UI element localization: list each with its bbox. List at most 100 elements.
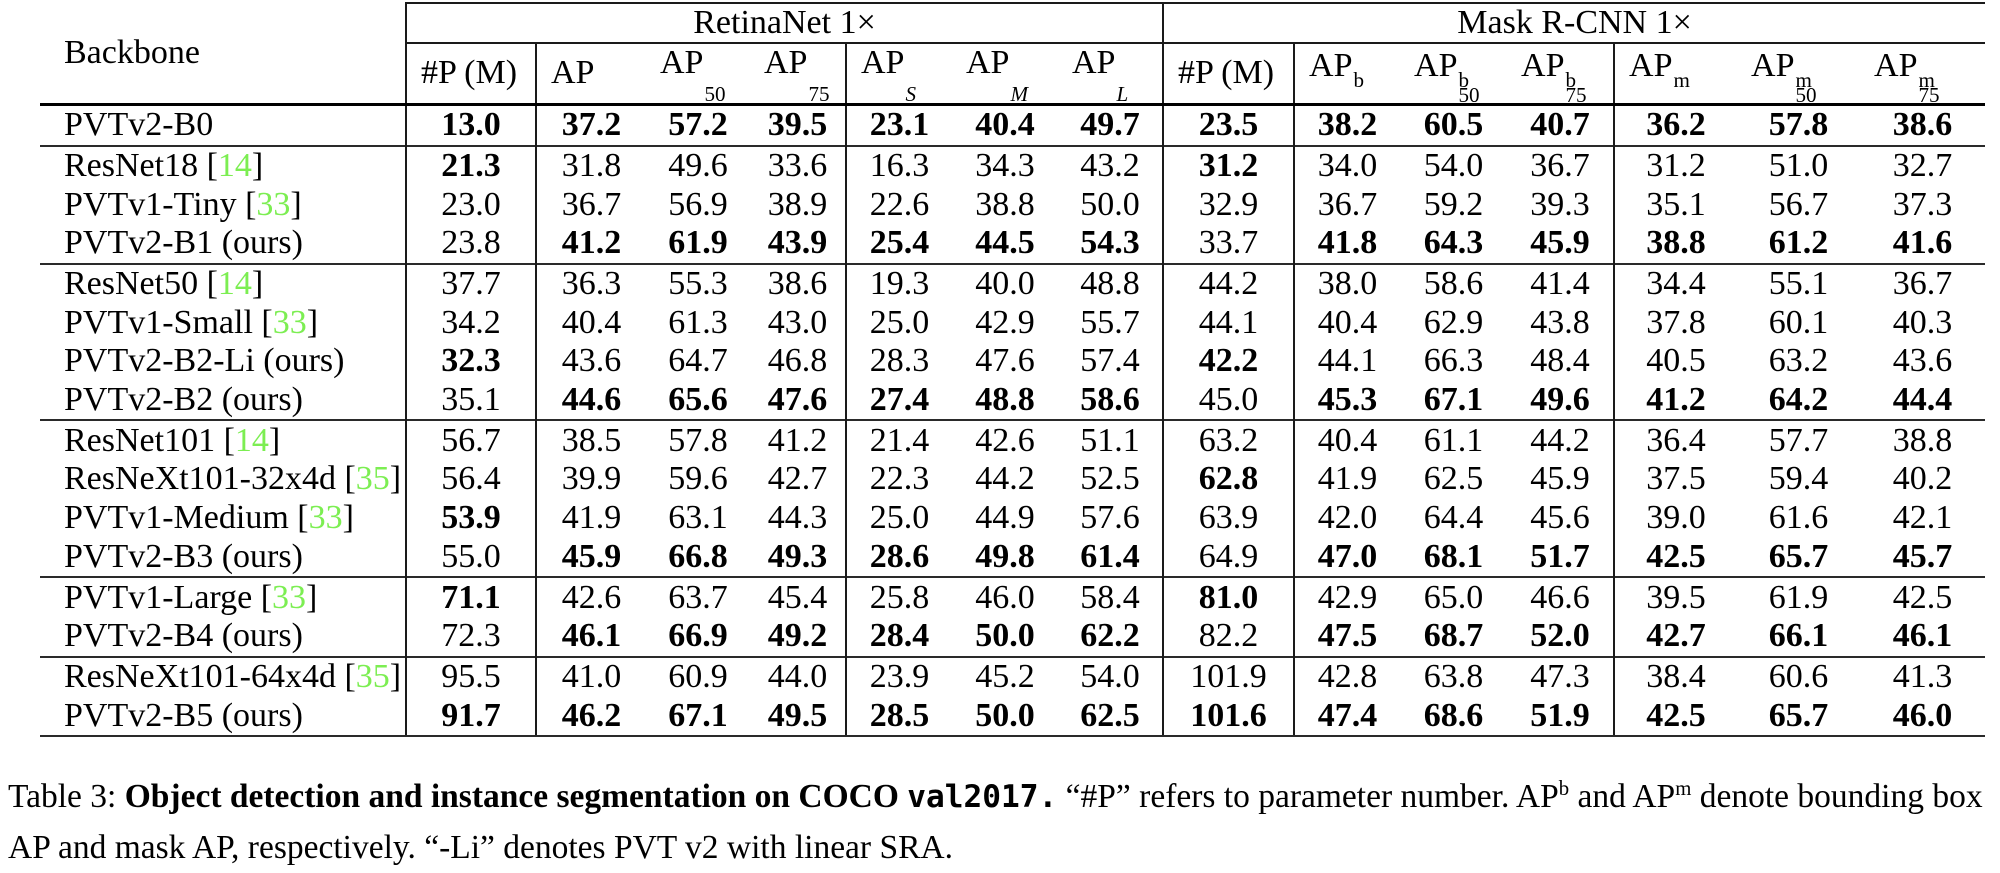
metric-value: 40.3 xyxy=(1892,303,1953,341)
metric-value: 39.0 xyxy=(1613,498,1738,538)
metric-value: 51.7 xyxy=(1530,537,1590,575)
metric-value: 27.4 xyxy=(845,380,952,421)
citation-number: 14 xyxy=(234,421,269,459)
metric-value: 37.5 xyxy=(1613,460,1738,499)
metric-value: 28.6 xyxy=(845,537,952,578)
metric-value: 71.1 xyxy=(405,576,536,617)
metric-value: 46.2 xyxy=(535,696,646,737)
metric-value: 35.1 xyxy=(405,380,536,421)
metric-value: 57.7 xyxy=(1737,419,1861,461)
metric-value: 38.6 xyxy=(750,262,846,304)
table-row: PVTv1-Tiny [33] 23.0 36.7 56.9 38.9 22.6 38.8 5… xyxy=(40,185,1985,224)
metric-value: 32.7 xyxy=(1860,144,1986,186)
metric-value: 28.5 xyxy=(845,696,952,737)
metric-value: 32.9 xyxy=(1162,185,1295,224)
metric-value: 22.3 xyxy=(845,460,952,499)
metric-value: 57.8 xyxy=(646,419,750,461)
metric-value: 40.0 xyxy=(952,262,1058,304)
metric-value: 41.2 xyxy=(750,419,846,461)
backbone-name: PVTv1-Large [33] xyxy=(40,576,406,617)
metric-value: 41.3 xyxy=(1860,655,1986,697)
table-row: PVTv2-B1 (ours) 23.8 41.2 61.9 43.9 25.4 44.5 5… xyxy=(40,223,1985,264)
metric-value: 63.8 xyxy=(1400,655,1508,697)
citation-number: 14 xyxy=(217,265,252,303)
metric-value: 25.8 xyxy=(845,576,952,617)
metric-value: 55.3 xyxy=(646,262,750,304)
metric-value: 47.3 xyxy=(1507,655,1615,697)
table-row: PVTv1-Large [33] 71.1 42.6 63.7 45.4 25.8 46.0… xyxy=(40,576,1986,617)
metric-value: 39.3 xyxy=(1530,185,1590,223)
table-row: ResNet101 [14] 56.7 38.5 57.8 41.2 21.4 42.6 51… xyxy=(40,419,1986,461)
metric-value: 45.0 xyxy=(1162,380,1295,421)
metric-value: 67.1 xyxy=(646,696,750,737)
table-row: PVTv2-B4 (ours) 72.3 46.1 66.9 49.2 28.4 50.0 6… xyxy=(40,616,1985,657)
metric-value: 49.8 xyxy=(975,537,1035,575)
metric-value: 72.3 xyxy=(405,616,536,657)
metric-value: 36.7 xyxy=(1860,262,1986,304)
metric-value: 41.9 xyxy=(535,498,646,538)
metric-value: 43.2 xyxy=(1058,144,1164,186)
metric-sup-sub: m xyxy=(1673,67,1690,92)
table-row: PVTv2-B0 13.0 37.2 57.2 39.5 23.1 40.4 49.7 23.5… xyxy=(40,104,1985,146)
metric-value: 60.9 xyxy=(646,655,750,697)
backbone-name: PVTv2-B0 xyxy=(64,106,214,144)
metric-value: 64.3 xyxy=(1423,224,1484,262)
metric-value: 61.2 xyxy=(1768,224,1829,262)
metric-value: 44.2 xyxy=(1162,262,1295,304)
metric-value: 16.3 xyxy=(845,144,952,186)
metric-value: 50.0 xyxy=(975,617,1035,655)
metric-column-header: #P (M) xyxy=(1162,43,1295,106)
backbone-name: PVTv2-B2 (ours) xyxy=(64,381,303,419)
metric-value: 40.5 xyxy=(1613,342,1738,381)
metric-value: 37.2 xyxy=(535,104,646,146)
metric-value: 42.0 xyxy=(1293,498,1401,538)
caption-text: and AP xyxy=(1569,777,1676,815)
column-header-backbone: Backbone xyxy=(40,3,406,106)
caption-text: val2017. xyxy=(907,778,1058,815)
metric-value: 41.2 xyxy=(535,223,646,264)
caption-text: “#P” refers to parameter number. AP xyxy=(1057,777,1559,815)
metric-value: 13.0 xyxy=(405,104,536,146)
metric-value: 28.4 xyxy=(845,616,952,657)
metric-value: 61.4 xyxy=(1080,537,1140,575)
metric-value: 66.3 xyxy=(1423,342,1484,380)
metric-value: 25.4 xyxy=(845,223,952,264)
backbone-name: PVTv2-B1 (ours) xyxy=(64,224,303,262)
metric-sup-sub: 50 xyxy=(704,81,726,106)
metric-value: 45.9 xyxy=(1530,460,1590,498)
metric-value: 42.6 xyxy=(535,576,646,617)
metric-value: 41.6 xyxy=(1892,224,1953,262)
metric-sup-sub: M xyxy=(1010,81,1029,106)
results-table: Backbone RetinaNet 1× Mask R-CNN 1× #P (… xyxy=(40,2,1986,737)
metric-value: 62.5 xyxy=(1423,460,1484,498)
metric-value: 57.2 xyxy=(668,106,728,144)
metric-value: 43.6 xyxy=(1892,342,1953,380)
metric-value: 40.4 xyxy=(975,106,1035,144)
metric-value: 39.5 xyxy=(767,106,828,144)
metric-value: 41.0 xyxy=(535,655,646,697)
metric-value: 62.8 xyxy=(1162,460,1295,499)
metric-value: 81.0 xyxy=(1162,576,1295,617)
metric-value: 56.4 xyxy=(405,460,536,499)
citation-number: 33 xyxy=(272,303,307,341)
metric-value: 21.3 xyxy=(405,144,536,186)
metric-value: 40.4 xyxy=(1293,303,1401,343)
metric-value: 38.5 xyxy=(535,419,646,461)
metric-value: 41.8 xyxy=(1293,223,1401,264)
metric-value: 68.1 xyxy=(1423,537,1484,575)
metric-value: 19.3 xyxy=(845,262,952,304)
metric-value: 56.7 xyxy=(405,419,536,461)
table-caption: Table 3: Object detection and instance s… xyxy=(8,771,1988,873)
backbone-name: PVTv1-Tiny [33] xyxy=(64,185,302,223)
table-row: ResNeXt101-32x4d [35] 56.4 39.9 59.6 42.7 22.… xyxy=(40,460,1985,499)
metric-value: 38.0 xyxy=(1293,262,1401,304)
metric-value: 49.3 xyxy=(767,537,828,575)
metric-value: 49.5 xyxy=(750,696,846,737)
table-row: ResNeXt101-64x4d [35] 95.5 41.0 60.9 44.0 23.… xyxy=(40,655,1986,697)
metric-value: 23.5 xyxy=(1162,104,1295,146)
metric-value: 38.8 xyxy=(975,185,1035,223)
metric-value: 68.7 xyxy=(1423,617,1484,655)
metric-value: 68.6 xyxy=(1400,696,1508,737)
metric-value: 43.8 xyxy=(1530,303,1590,341)
table-row: ResNet50 [14] 37.7 36.3 55.3 38.6 19.3 40.0 48.… xyxy=(40,262,1986,304)
